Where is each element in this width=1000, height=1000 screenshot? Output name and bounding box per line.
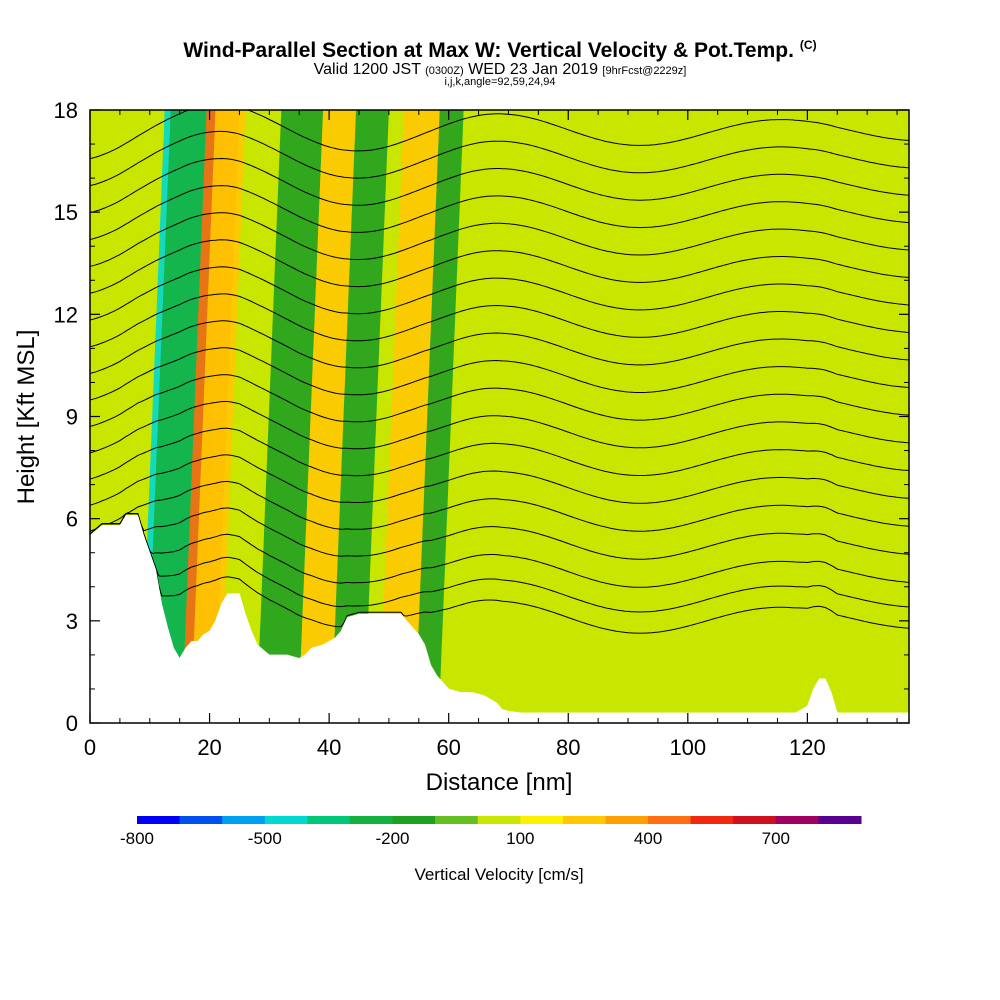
colorbar-segment-5	[349, 816, 393, 824]
valid-utc: (0300Z)	[425, 65, 464, 77]
theta-line-6	[90, 427, 909, 480]
copyright-mark: (C)	[799, 38, 817, 52]
colorbar-segment-3	[264, 816, 308, 824]
w-band-8	[414, 110, 464, 723]
colorbar-segment-4	[307, 816, 351, 824]
colorbar-segment-8	[477, 816, 521, 824]
theta-line-14	[90, 212, 909, 267]
colorbar-segment-13	[690, 816, 734, 824]
theta-line-18	[90, 110, 909, 160]
colorbar-tick-label--500: -500	[248, 829, 282, 848]
colorbar-segment-9	[520, 816, 564, 824]
x-tick-label-100: 100	[669, 735, 706, 760]
x-tick-label-60: 60	[436, 735, 460, 760]
colorbar-segment-0	[137, 816, 181, 824]
x-tick-label-40: 40	[317, 735, 341, 760]
colorbar-tick-label-100: 100	[506, 829, 534, 848]
colorbar-tick-label--800: -800	[120, 829, 154, 848]
theta-line-12	[90, 266, 909, 321]
terrain-fill	[90, 515, 909, 723]
colorbar-segment-16	[818, 816, 862, 824]
colorbar-tick-label-700: 700	[762, 829, 790, 848]
y-tick-label-6: 6	[66, 507, 78, 532]
colorbar-segment-10	[562, 816, 606, 824]
theta-line-10	[90, 320, 909, 374]
x-tick-label-0: 0	[84, 735, 96, 760]
colorbar-segment-2	[222, 816, 266, 824]
theta-line-9	[90, 347, 909, 401]
x-tick-label-120: 120	[789, 735, 826, 760]
y-tick-label-0: 0	[66, 711, 78, 736]
x-tick-label-20: 20	[197, 735, 221, 760]
axes: 0 20 40 60 80 100 120 0 3 6 9 12 15 18	[54, 98, 909, 760]
valid-time-line: Valid 1200 JST (0300Z) WED 23 Jan 2019 […	[0, 61, 1000, 80]
colorbar-segment-11	[605, 816, 649, 824]
theta-line-0	[90, 513, 909, 634]
y-tick-label-18: 18	[54, 98, 78, 123]
w-band-7	[378, 110, 452, 723]
y-tick-label-12: 12	[54, 302, 78, 327]
colorbar-tick-label--200: -200	[375, 829, 409, 848]
w-band-4	[256, 110, 324, 723]
theta-line-13	[90, 239, 909, 294]
y-axis-label: Height [Kft MSL]	[13, 330, 40, 505]
x-tick-label-80: 80	[556, 735, 580, 760]
theta-line-2	[90, 513, 909, 588]
valid-date: WED 23 Jan 2019	[468, 61, 598, 78]
theta-line-8	[90, 374, 909, 427]
theta-contours	[90, 110, 909, 634]
theta-line-1	[90, 513, 909, 613]
valid-main: Valid 1200 JST	[313, 61, 421, 78]
theta-line-4	[90, 480, 909, 532]
theta-line-15	[90, 185, 909, 240]
colorbar-segment-14	[733, 816, 777, 824]
y-tick-label-15: 15	[54, 200, 78, 225]
colorbar-segment-7	[435, 816, 479, 824]
colorbar-segment-12	[648, 816, 692, 824]
y-tick-label-3: 3	[66, 609, 78, 634]
w-band-6	[331, 110, 389, 723]
theta-line-11	[90, 293, 909, 348]
theta-line-7	[90, 401, 909, 454]
forecast-info: [9hrFcst@2229z]	[602, 65, 687, 77]
x-axis-label: Distance [nm]	[426, 769, 573, 796]
colorbar: -800 -500 -200 100 400 700	[120, 816, 862, 848]
terrain	[90, 515, 909, 723]
colorbar-label: Vertical Velocity [cm/s]	[414, 865, 583, 884]
grid-indices: i,j,k,angle=92,59,24,94	[444, 76, 556, 88]
theta-line-5	[90, 454, 909, 506]
w-band-5	[298, 110, 356, 723]
theta-line-16	[90, 157, 909, 214]
theta-line-3	[90, 507, 909, 560]
y-tick-label-9: 9	[66, 405, 78, 430]
colorbar-tick-label-400: 400	[634, 829, 662, 848]
w-band-3	[190, 110, 246, 723]
colorbar-segment-1	[179, 816, 223, 824]
theta-line-17	[90, 130, 909, 187]
chart-title-text: Wind-Parallel Section at Max W: Vertical…	[183, 39, 794, 62]
colorbar-segment-6	[392, 816, 436, 824]
colorbar-segment-15	[775, 816, 819, 824]
chart-title: Wind-Parallel Section at Max W: Vertical…	[0, 38, 1000, 63]
